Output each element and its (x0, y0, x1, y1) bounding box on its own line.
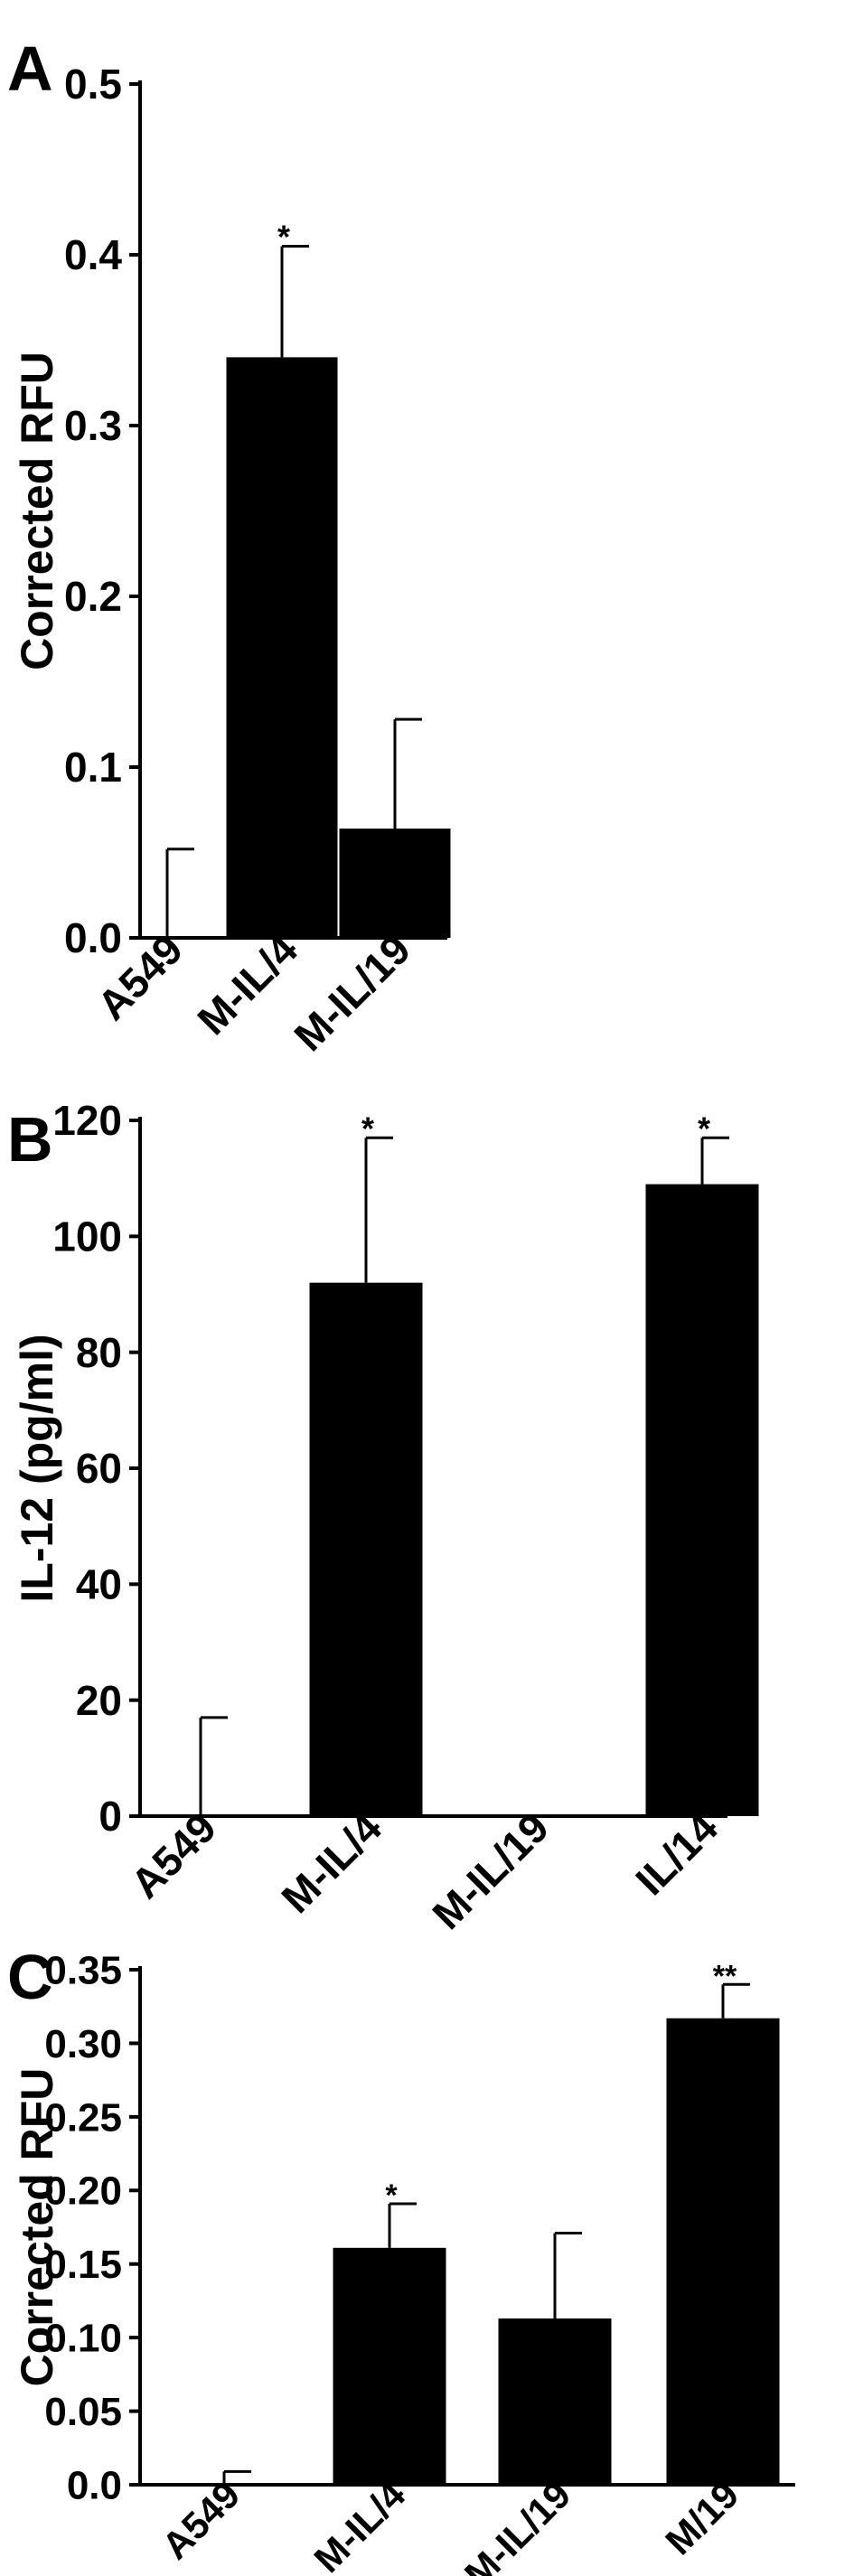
panel-a-letter: A (7, 33, 53, 104)
panel-c-y-tick-label: 0.20 (44, 2169, 122, 2214)
panel-c-bar (666, 2018, 780, 2485)
panel-a-y-tick-label: 0.4 (64, 231, 122, 278)
panel-a-y-tick-label: 0.1 (64, 744, 122, 791)
panel-b-category-label: M-IL/19 (423, 1803, 558, 1938)
panel-a-bar (339, 829, 451, 938)
panel-b-category-label: M-IL/4 (272, 1803, 390, 1922)
panel-b-y-tick-label: 80 (76, 1329, 122, 1376)
panel-a-y-tick-label: 0.0 (64, 914, 122, 961)
panel-b-letter: B (7, 1104, 53, 1175)
panel-b-y-tick-label: 100 (52, 1213, 122, 1260)
panel-c-y-tick-label: 0.10 (44, 2317, 122, 2361)
panel-b-bar (309, 1282, 423, 1816)
panel-c-chart: C Corrected RFU 0.0 0.05 0.10 0.15 0.20 0.25 0.3… (7, 1942, 795, 2576)
panel-b-y-tick-label: 60 (76, 1445, 122, 1492)
panel-c-significance-mark: ** (713, 1959, 737, 1993)
panel-c-category-label: M-IL/4 (305, 2473, 413, 2576)
panel-c-bar (498, 2318, 612, 2485)
panel-c-letter: C (7, 1942, 53, 2012)
panel-b-y-tick-label: 120 (52, 1097, 122, 1144)
panel-a-y-axis-label: Corrected RFU (12, 351, 62, 670)
panel-b-significance-mark: * (698, 1110, 710, 1147)
panel-b-y-tick-label: 20 (76, 1677, 122, 1724)
panel-c-y-tick-label: 0.25 (44, 2095, 122, 2140)
panel-c-y-tick-label: 0.35 (44, 1948, 122, 1992)
panel-c-y-tick-label: 0.15 (44, 2243, 122, 2287)
panel-a-y-tick-label: 0.5 (64, 61, 122, 108)
panel-b-y-tick-label: 40 (76, 1560, 122, 1607)
panel-b-y-axis-label: IL-12 (pg/ml) (12, 1334, 62, 1602)
panel-c-category-label: M-IL/19 (456, 2473, 579, 2576)
panel-b-y-tick-label: 0 (99, 1793, 122, 1840)
panel-b-category-label: A549 (122, 1803, 226, 1907)
panel-c-category-label: M/19 (657, 2473, 746, 2562)
panel-c-category-label: A549 (154, 2473, 248, 2567)
panel-c-significance-mark: * (385, 2178, 398, 2213)
panel-b-category-label: IL/14 (626, 1803, 727, 1904)
panel-b-significance-mark: * (361, 1110, 374, 1147)
panel-b-chart: B IL-12 (pg/ml) 0 20 40 60 80 100 120 A549 * M-IL/4… (7, 1097, 759, 1938)
panel-a-bar (226, 357, 338, 938)
panel-a-category-label: M-IL/19 (285, 925, 419, 1060)
panel-b-bar (645, 1184, 759, 1816)
panel-a-y-tick-label: 0.2 (64, 573, 122, 620)
panel-c-y-axis-label: Corrected RFU (12, 2068, 62, 2387)
panel-a-y-tick-label: 0.3 (64, 402, 122, 449)
panel-a-significance-mark: * (277, 219, 290, 256)
panel-c-y-tick-label: 0.30 (44, 2022, 122, 2066)
panel-c-y-tick-label: 0.05 (44, 2390, 122, 2434)
panel-c-bar (333, 2247, 446, 2485)
panel-c-y-tick-label: 0.0 (67, 2463, 122, 2507)
